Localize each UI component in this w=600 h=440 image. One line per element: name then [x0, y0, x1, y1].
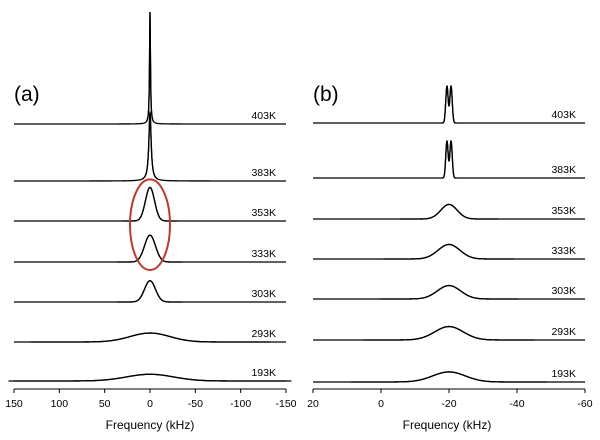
panel-b-temperature-label: 293K [551, 326, 576, 338]
panel-b-temperature-label: 193K [551, 368, 576, 380]
panel-a-spectrum-193K [14, 373, 286, 382]
panel-a: (a) 150 100 50 0 -50 -100 -150 403K 383K 353K 333K… [5, 11, 297, 432]
panel-b-spectrum-peak-403K [441, 85, 457, 124]
panel-a-spectrum-peak-333K [117, 234, 183, 263]
panel-b-spectrum-333K [313, 243, 585, 260]
panel-a-x-tick-label: 150 [5, 398, 23, 410]
panel-b-temperature-label: 403K [551, 109, 576, 121]
panel-b-spectrum-peak-353K [400, 203, 498, 220]
panel-a-spectrum-353K [14, 186, 286, 222]
panel-b-temperature-label: 333K [551, 245, 576, 257]
panel-b-x-tick-label: -40 [509, 398, 524, 410]
panel-a-spectrum-peak-403K [146, 11, 154, 122]
panel-b-label: (b) [313, 83, 339, 106]
panel-a-temperature-label: 353K [251, 207, 276, 219]
panel-a-x-tick-label: -100 [230, 398, 251, 410]
panel-a-spectrum-peak-193K [8, 373, 292, 382]
panel-a-x-tick-label: -50 [188, 398, 203, 410]
panel-b-temperature-label: 303K [551, 285, 576, 297]
panel-a-spectrum-peak-383K [141, 110, 159, 180]
panel-a-spectrum-303K [14, 280, 286, 303]
panel-a-spectrum-333K [14, 234, 286, 263]
panel-b-spectrum-peak-293K [363, 325, 535, 341]
panel-a-temperature-label: 293K [251, 328, 276, 340]
panel-b-spectrum-peak-303K [379, 284, 519, 300]
panel-a-x-tick-label: 0 [147, 398, 153, 410]
panel-a-plot: 150 100 50 0 -50 -100 -150 403K 383K 353K 333K 303K… [5, 11, 297, 410]
panel-b-plot: 20 0 -20 -40 -60 403K 383K 353K 333K 303K 293K 193K [307, 85, 593, 410]
panel-b-spectrum-303K [313, 284, 585, 300]
panel-b: (b) 20 0 -20 -40 -60 403K 383K 353K 333K 303K 293K… [307, 83, 593, 432]
panel-a-label: (a) [14, 83, 40, 106]
panel-a-spectrum-peak-293K [30, 332, 270, 343]
panel-b-spectrum-293K [313, 325, 585, 341]
panel-b-x-tick-label: 20 [307, 398, 319, 410]
panel-b-spectrum-peak-333K [383, 243, 515, 260]
panel-a-spectrum-293K [14, 332, 286, 343]
panel-a-temperature-label: 303K [251, 288, 276, 300]
panel-a-x-axis-title: Frequency (kHz) [106, 418, 195, 432]
panel-b-spectrum-193K [313, 371, 585, 383]
panel-b-spectrum-peak-193K [351, 371, 547, 383]
panel-a-temperature-label: 193K [251, 367, 276, 379]
panel-b-x-tick-label: -60 [577, 398, 592, 410]
panel-b-x-tick-label: -20 [441, 398, 456, 410]
panel-b-x-tick-label: 0 [378, 398, 384, 410]
panel-a-x-tick-label: -150 [275, 398, 296, 410]
panel-a-highlight-ellipse [129, 178, 171, 271]
panel-a-x-tick-label: 50 [99, 398, 111, 410]
panel-b-x-axis-title: Frequency (kHz) [403, 418, 492, 432]
panel-a-spectrum-peak-353K [122, 186, 178, 222]
panel-b-spectrum-353K [313, 203, 585, 220]
panel-b-spectrum-peak-383K [441, 140, 457, 179]
panel-a-temperature-label: 403K [251, 110, 276, 122]
panel-a-x-tick-label: 100 [51, 398, 69, 410]
panel-a-temperature-label: 333K [251, 248, 276, 260]
panel-b-temperature-label: 383K [551, 164, 576, 176]
panel-a-spectrum-peak-303K [117, 280, 183, 303]
panel-b-temperature-label: 353K [551, 205, 576, 217]
panel-a-temperature-label: 383K [251, 167, 276, 179]
